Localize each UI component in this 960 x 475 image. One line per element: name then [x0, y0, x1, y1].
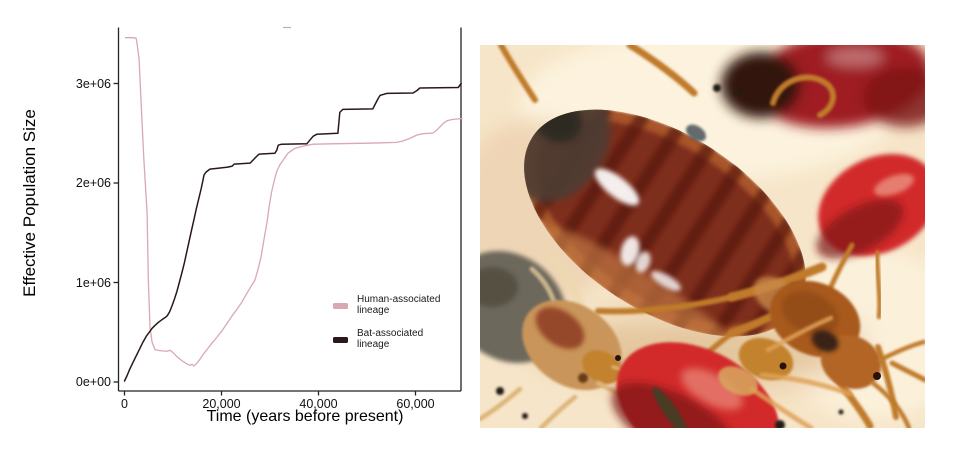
dark-specks: [496, 84, 844, 428]
population-chart: Effective Population Size Time (years be…: [20, 26, 463, 425]
y-tick-label: 0e+00: [75, 375, 111, 389]
y-tick-label: 2e+06: [75, 176, 111, 190]
legend-item-human-lineage: Human-associated lineage: [333, 294, 463, 316]
series-line-human: [124, 37, 463, 367]
y-axis-title: Effective Population Size: [20, 109, 39, 297]
large-engorged-bedbug: [505, 75, 836, 383]
x-tick-label: 40,000: [299, 397, 338, 411]
legend: Human-associated lineage Bat-associated …: [333, 294, 463, 362]
bed-bugs-photo: [480, 45, 925, 428]
legend-item-bat-lineage: Bat-associated lineage: [333, 328, 463, 350]
x-tick-label: 20,000: [202, 397, 241, 411]
bat-lineage-swatch: [333, 337, 348, 343]
x-tick-label: 60,000: [396, 397, 435, 411]
series-line-bat: [123, 82, 462, 382]
plot-area: [113, 26, 463, 396]
blurred-bedbug-top-right: [721, 45, 925, 128]
x-axis-title: Time (years before present): [206, 408, 404, 425]
red-nymph-right: [816, 154, 925, 320]
x-tick-label: 0: [121, 397, 128, 411]
y-tick-label: 3e+06: [75, 76, 111, 91]
legend-label-human: Human-associated lineage: [357, 294, 441, 316]
red-nymph-bottom: [611, 315, 853, 428]
human-lineage-swatch: [333, 303, 348, 309]
legend-label-bat: Bat-associated lineage: [357, 328, 424, 350]
y-tick-label: 1e+06: [75, 275, 111, 290]
bedbug-head: [753, 276, 925, 428]
bedbug-legs: [498, 45, 925, 428]
